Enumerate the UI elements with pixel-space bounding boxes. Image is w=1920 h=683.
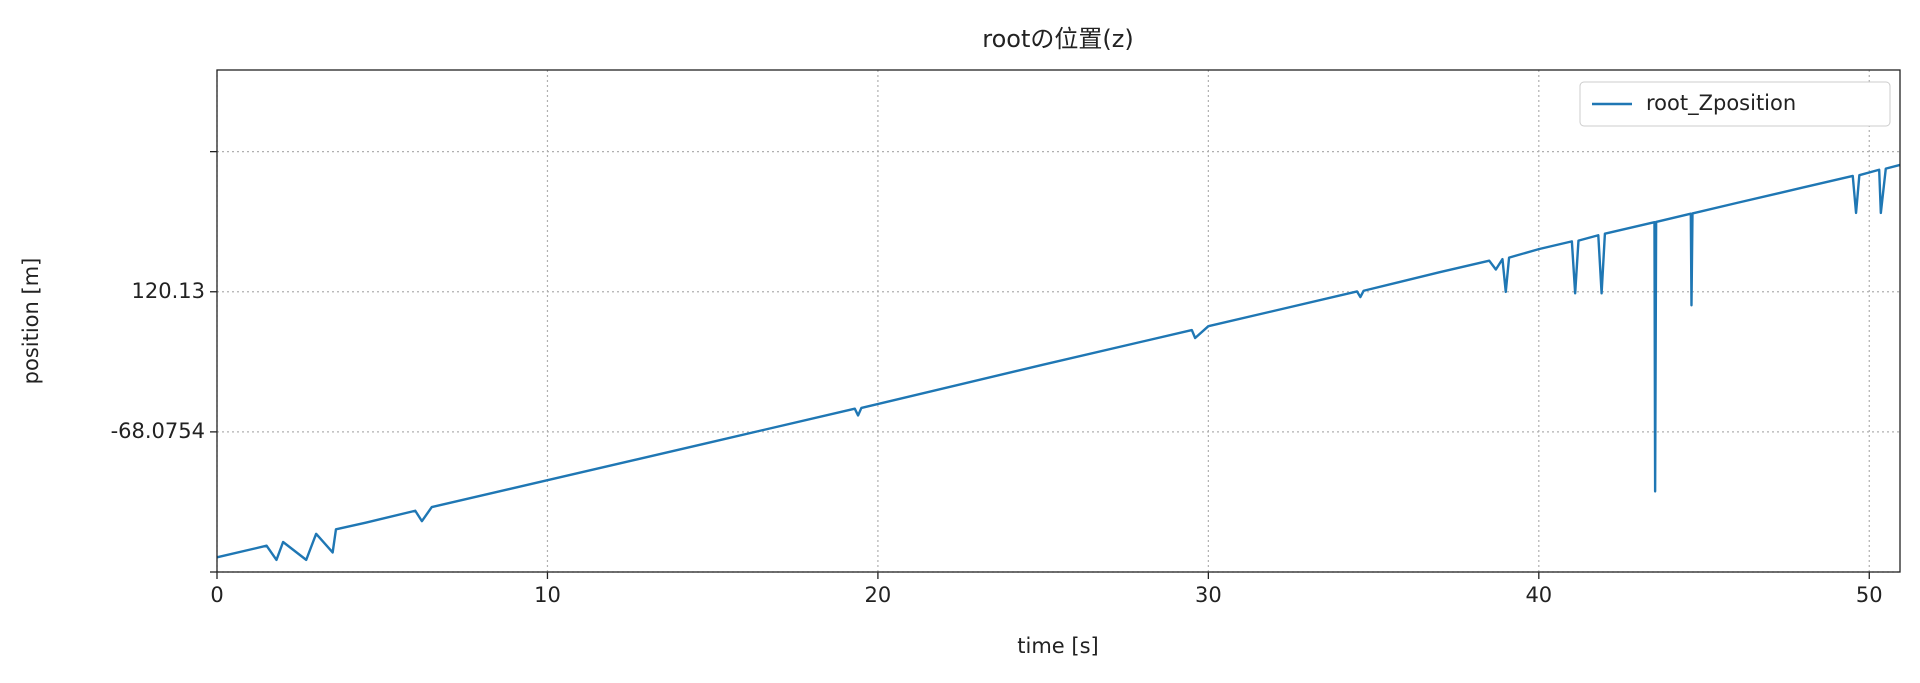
y-tick-label: -68.0754 xyxy=(111,419,205,443)
plot-frame xyxy=(216,69,1901,573)
x-tick-label: 30 xyxy=(1195,583,1222,607)
legend-label: root_Zposition xyxy=(1646,91,1796,116)
x-tick-label: 10 xyxy=(534,583,561,607)
x-tick-label: 40 xyxy=(1525,583,1552,607)
x-tick-label: 50 xyxy=(1856,583,1883,607)
legend-box xyxy=(1579,81,1891,127)
chart-title: rootの位置(z) xyxy=(982,25,1133,53)
y-axis-label: position [m] xyxy=(19,258,43,385)
y-tick-label: 120.13 xyxy=(132,279,205,303)
x-tick-label: 20 xyxy=(865,583,892,607)
x-tick-label: 0 xyxy=(210,583,223,607)
data-line xyxy=(216,163,1901,562)
x-axis-label: time [s] xyxy=(1017,634,1098,658)
